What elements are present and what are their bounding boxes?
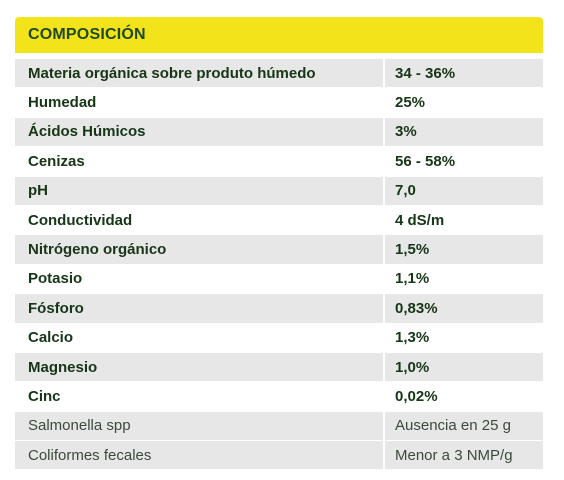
value-cell: 1,5% (395, 241, 430, 259)
value-cell: 34 - 36% (395, 64, 456, 82)
table-row: Fósforo 0,83% (15, 294, 543, 324)
table-row: Nitrógeno orgánico 1,5% (15, 235, 543, 265)
table-row: Calcio 1,3% (15, 323, 543, 353)
parameter-cell: pH (15, 176, 385, 205)
value-cell: 1,3% (395, 329, 430, 347)
table-row: Conductividad 4 dS/m (15, 205, 543, 236)
value-cell: Ausencia en 25 g (395, 417, 511, 435)
table-row: Ácidos Húmicos 3% (15, 117, 543, 148)
value-cell: 0,83% (395, 299, 438, 317)
value-cell: 3% (395, 123, 417, 141)
table-row: Cenizas 56 - 58% (15, 147, 543, 177)
table-row: Materia orgánica sobre produto húmedo 34 … (15, 59, 543, 89)
table-row: Coliformes fecales Menor a 3 NMP/g (15, 441, 543, 471)
table-row: Magnesio 1,0% (15, 352, 543, 383)
value-cell: 56 - 58% (395, 152, 456, 170)
composition-table: COMPOSICIÓN Materia orgánica sobre produ… (15, 17, 543, 471)
table-row: Potasio 1,1% (15, 264, 543, 295)
parameter-cell: Ácidos Húmicos (15, 117, 385, 147)
parameter-cell: Salmonella spp (15, 411, 385, 441)
parameter-cell: Nitrógeno orgánico (15, 235, 385, 264)
parameter-cell: Cenizas (15, 147, 385, 176)
parameter-cell: Fósforo (15, 294, 385, 323)
parameter-cell: Materia orgánica sobre produto húmedo (15, 59, 385, 88)
table-row: pH 7,0 (15, 176, 543, 206)
table-row: Cinc 0,02% (15, 382, 543, 412)
parameter-cell: Calcio (15, 323, 385, 352)
table-header: COMPOSICIÓN (15, 17, 543, 53)
table-body: Materia orgánica sobre produto húmedo 34 … (15, 59, 543, 471)
table-row: Humedad 25% (15, 88, 543, 118)
value-cell: Menor a 3 NMP/g (395, 446, 513, 464)
value-cell: 7,0 (395, 182, 416, 200)
value-cell: 1,0% (395, 358, 430, 376)
parameter-cell: Magnesio (15, 352, 385, 382)
table-title: COMPOSICIÓN (28, 26, 146, 43)
parameter-cell: Potasio (15, 264, 385, 294)
table-row: Salmonella spp Ausencia en 25 g (15, 411, 543, 442)
value-cell: 0,02% (395, 387, 438, 405)
value-cell: 25% (395, 94, 426, 112)
parameter-cell: Humedad (15, 88, 385, 117)
parameter-cell: Cinc (15, 382, 385, 411)
parameter-cell: Coliformes fecales (15, 441, 385, 470)
parameter-cell: Conductividad (15, 205, 385, 235)
value-cell: 4 dS/m (395, 211, 445, 229)
value-cell: 1,1% (395, 270, 430, 288)
